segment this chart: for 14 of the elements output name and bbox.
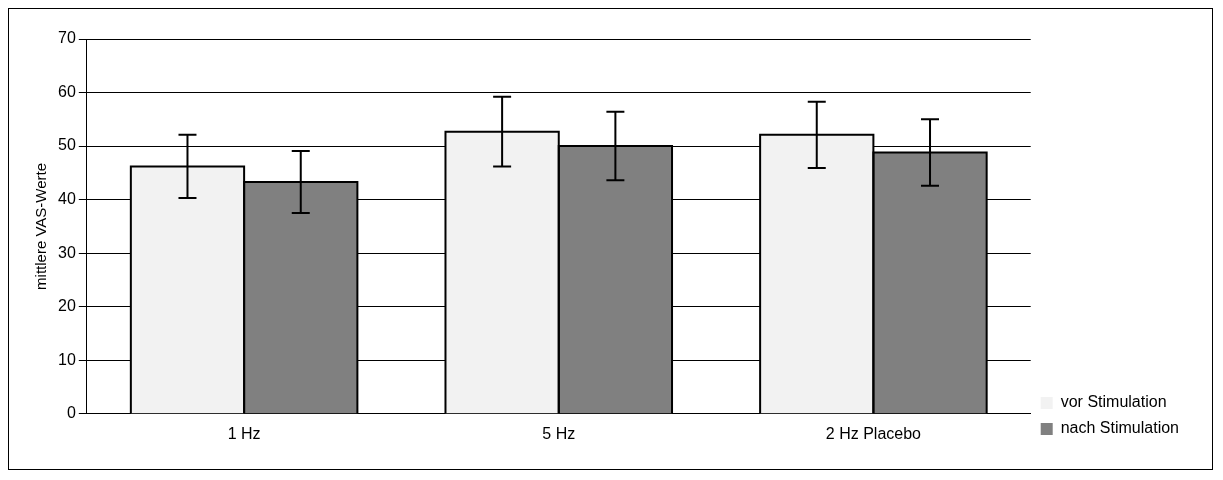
y-tick-label: 60 xyxy=(58,82,76,100)
y-tick-label: 50 xyxy=(58,136,76,154)
x-tick-label: 5 Hz xyxy=(542,424,576,442)
y-axis-title: mittlere VAS-Werte xyxy=(32,162,50,290)
y-tick-label: 10 xyxy=(58,350,76,368)
x-tick-label: 2 Hz Placebo xyxy=(825,424,922,442)
legend-label: nach Stimulation xyxy=(1060,419,1180,437)
x-tick-label: 1 Hz xyxy=(227,424,261,442)
y-tick-label: 40 xyxy=(58,190,76,208)
y-tick-label: 20 xyxy=(58,297,76,315)
y-tick-label: 30 xyxy=(58,243,76,261)
y-tick-label: 70 xyxy=(58,29,76,47)
legend-label: vor Stimulation xyxy=(1060,393,1167,411)
y-tick-label: 0 xyxy=(66,404,76,422)
